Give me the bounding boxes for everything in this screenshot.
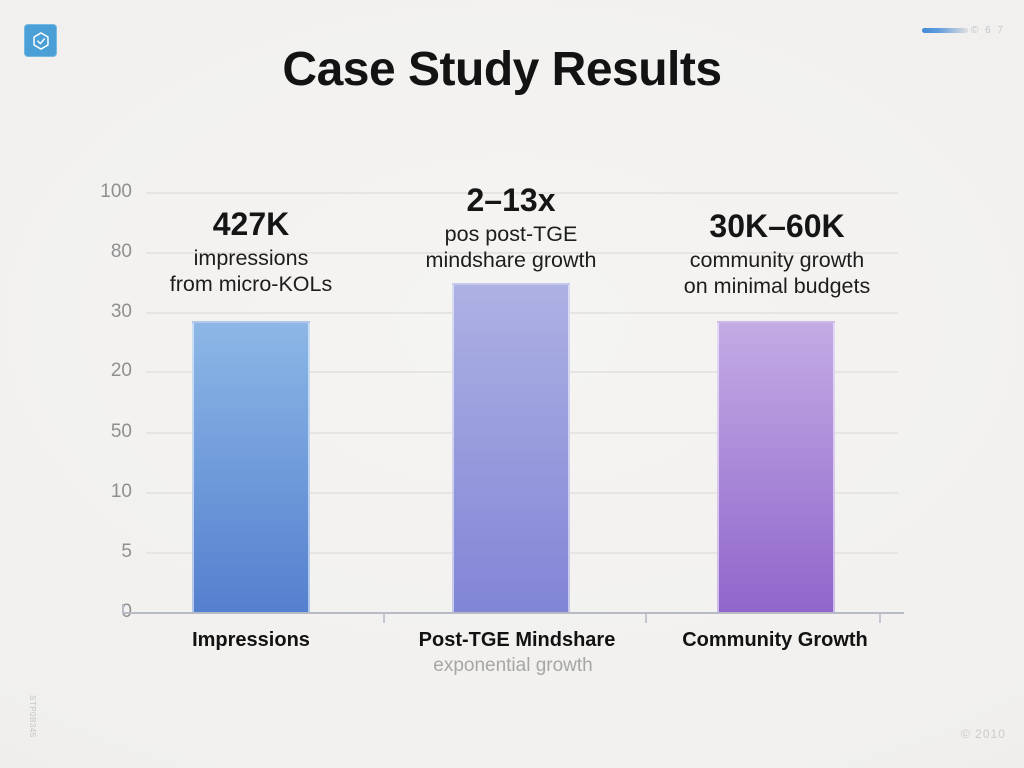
category-label: Impressions (192, 629, 310, 651)
header-meta-text: © 6 7 (971, 25, 1006, 36)
y-tick-label: 10 (110, 481, 132, 502)
progress-bar (922, 28, 968, 33)
x-tick (383, 614, 385, 623)
annotation-value: 30K–60K (709, 207, 845, 244)
x-tick (879, 614, 881, 623)
watermark-text: STP0B345 (28, 695, 37, 738)
y-tick-label: 80 (110, 241, 132, 262)
bar-post-tge-mindshare (452, 283, 570, 612)
y-tick-label: 5 (121, 541, 132, 562)
annotation-text: on minimal budgets (683, 273, 871, 298)
copyright-text: © 2010 (961, 727, 1006, 741)
plot-area: 427K impressions from micro-KOLs 2–13x p… (122, 182, 904, 623)
box-check-icon (32, 31, 49, 50)
bar-annotation: 2–13x pos post-TGE mindshare growth (351, 181, 671, 273)
x-axis-line (122, 612, 904, 614)
annotation-text: pos post-TGE (444, 221, 578, 246)
annotation-value: 2–13x (466, 181, 556, 218)
x-tick (645, 614, 647, 623)
annotation-value: 427K (212, 205, 290, 242)
category-label: Post-TGE Mindshare (418, 629, 616, 651)
y-tick-label: 0 (121, 601, 132, 623)
annotation-text: impressions (193, 245, 309, 270)
y-axis: 100 80 30 20 50 10 5 0 (40, 181, 132, 622)
gridline (146, 252, 898, 254)
bar-impressions (192, 320, 310, 612)
logo-badge[interactable] (24, 24, 57, 57)
y-tick-label: 30 (110, 301, 132, 322)
y-tick-label: 100 (100, 181, 132, 202)
gridline (146, 192, 898, 194)
y-axis-line (122, 604, 124, 614)
progress-fill (922, 28, 968, 33)
category-subtitle: exponential growth (433, 655, 593, 676)
y-tick-label: 50 (110, 421, 132, 442)
bar-community-growth (717, 320, 835, 612)
bar-annotation: 30K–60K community growth on minimal budg… (617, 207, 937, 299)
annotation-text: community growth (689, 247, 865, 272)
page-title: Case Study Results (282, 43, 722, 96)
y-tick-label: 20 (110, 360, 132, 381)
bar-annotation: 427K impressions from micro-KOLs (91, 205, 411, 297)
annotation-text: from micro-KOLs (169, 271, 333, 296)
category-label: Community Growth (682, 629, 868, 651)
annotation-text: mindshare growth (425, 247, 597, 272)
